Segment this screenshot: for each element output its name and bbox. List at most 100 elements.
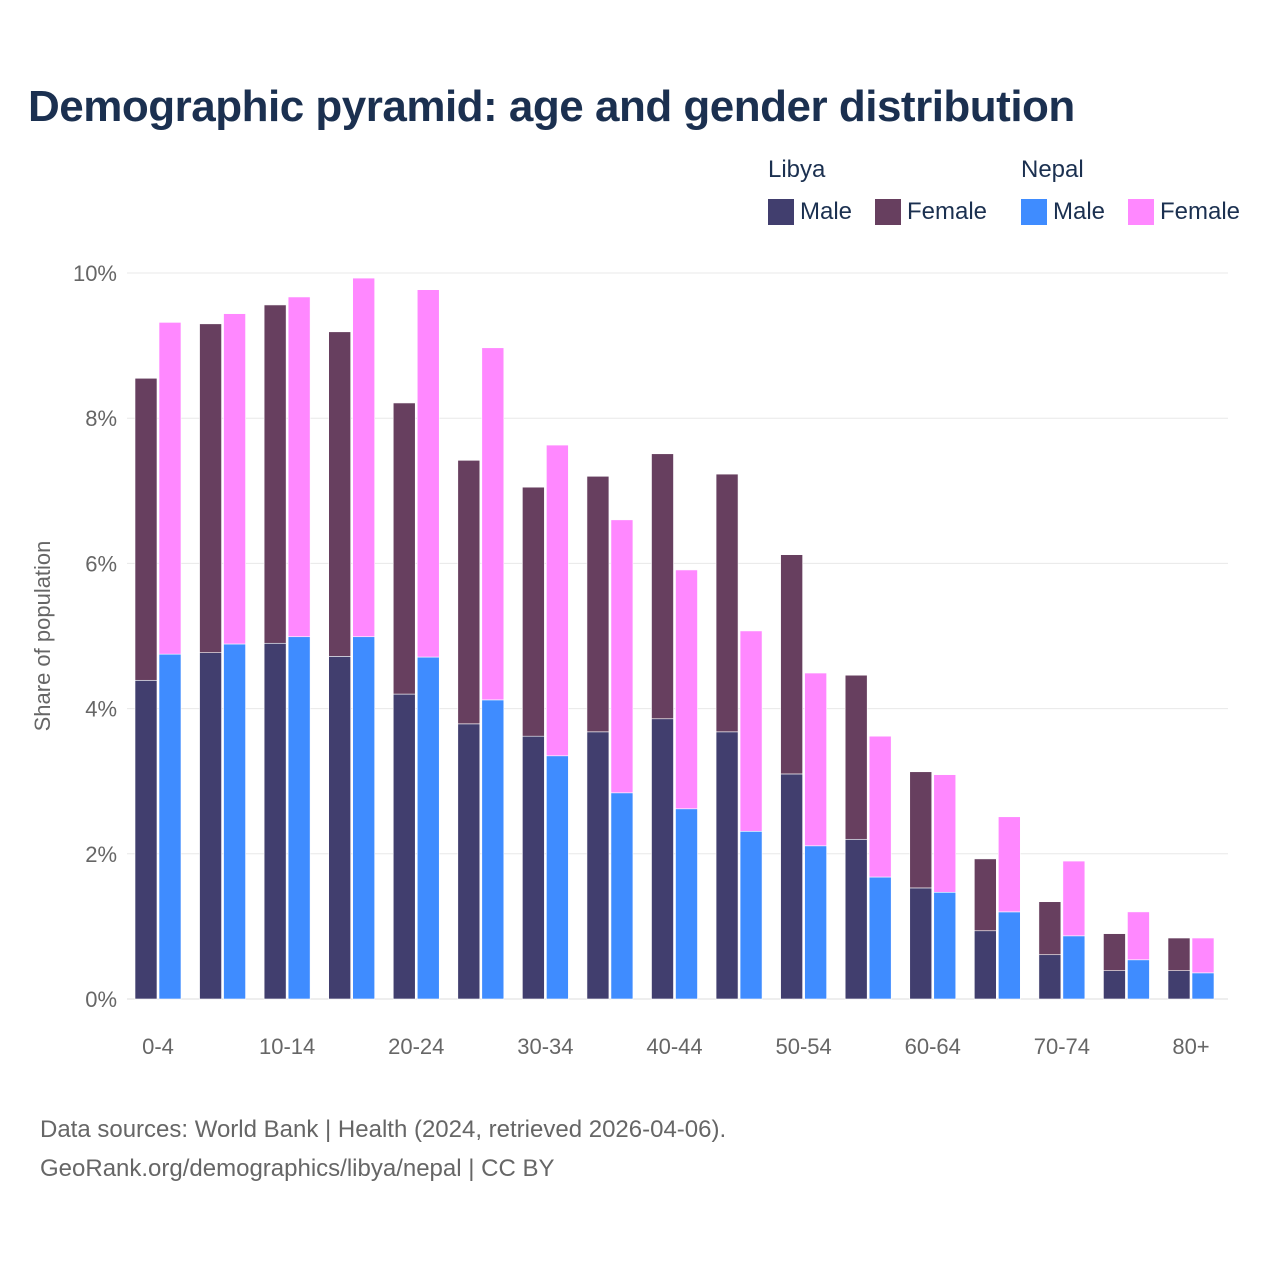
bar-nepal-male	[610, 792, 634, 1000]
bar-libya-male	[715, 731, 739, 1000]
bar-libya-female	[909, 771, 933, 889]
bar-nepal-male	[804, 845, 827, 1000]
legend-libya-female: Female	[875, 198, 987, 226]
bar-libya-female	[844, 674, 868, 840]
bar-nepal-female	[739, 630, 763, 832]
bar-nepal-female	[287, 296, 311, 638]
x-tick-label: 80+	[1172, 1034, 1209, 1059]
bar-libya-male	[199, 652, 222, 1000]
bar-libya-female	[522, 486, 545, 737]
bar-nepal-female	[1062, 860, 1086, 937]
legend-nepal-female: Female	[1128, 198, 1240, 226]
bar-nepal-male	[158, 653, 182, 1000]
legend-swatch	[1021, 199, 1047, 225]
bar-libya-male	[1038, 954, 1062, 1000]
bar-libya-male	[1103, 970, 1126, 1000]
bar-libya-male	[780, 773, 803, 1000]
bar-nepal-male	[868, 876, 892, 1000]
legend-label: Male	[800, 198, 853, 225]
bar-libya-female	[134, 377, 158, 681]
y-tick-label: 4%	[85, 697, 117, 722]
legend-swatch	[875, 199, 901, 225]
bar-nepal-male	[481, 699, 505, 1000]
footer-credit: GeoRank.org/demographics/libya/nepal | C…	[40, 1155, 555, 1182]
legend-label: Female	[907, 198, 988, 225]
bar-nepal-male	[416, 656, 440, 1000]
bar-libya-male	[974, 930, 997, 1000]
legend-libya-male: Male	[768, 198, 852, 226]
bar-nepal-female	[352, 277, 375, 638]
y-tick-label: 8%	[85, 406, 117, 431]
bar-libya-male	[522, 735, 545, 1000]
bar-nepal-male	[998, 911, 1021, 1000]
bar-libya-female	[328, 331, 351, 657]
bar-libya-male	[586, 731, 610, 1000]
bar-libya-female	[392, 402, 416, 695]
x-tick-label: 10-14	[259, 1034, 315, 1059]
x-tick-label: 40-44	[646, 1034, 702, 1059]
bar-nepal-female	[675, 569, 698, 810]
bar-libya-female	[263, 304, 287, 644]
bar-nepal-female	[1191, 937, 1215, 974]
bar-libya-female	[586, 475, 610, 733]
legend-swatch	[1128, 199, 1154, 225]
bar-nepal-female	[158, 322, 182, 655]
bar-nepal-male	[1191, 972, 1215, 1000]
y-tick-label: 10%	[73, 261, 117, 286]
x-tick-label: 60-64	[905, 1034, 961, 1059]
bar-nepal-male	[1062, 935, 1086, 1000]
bar-libya-female	[199, 323, 222, 653]
bar-libya-female	[715, 473, 739, 733]
bar-libya-female	[780, 554, 803, 775]
bar-nepal-male	[287, 636, 311, 1000]
bar-libya-male	[392, 693, 416, 1000]
bar-libya-male	[1167, 970, 1191, 1000]
bar-libya-female	[1103, 933, 1126, 971]
bar-nepal-female	[1127, 911, 1150, 961]
bar-nepal-female	[933, 774, 957, 893]
bar-nepal-male	[546, 755, 569, 1000]
legend-nepal-male: Male	[1021, 198, 1105, 226]
bar-nepal-female	[868, 735, 892, 878]
legend-group-nepal: Nepal	[1021, 156, 1084, 183]
bar-nepal-female	[998, 816, 1021, 913]
bar-nepal-female	[223, 313, 246, 645]
x-tick-label: 20-24	[388, 1034, 444, 1059]
bar-nepal-male	[352, 636, 375, 1000]
x-tick-label: 70-74	[1034, 1034, 1090, 1059]
legend-group-libya: Libya	[768, 156, 826, 183]
x-tick-label: 50-54	[775, 1034, 831, 1059]
chart-title: Demographic pyramid: age and gender dist…	[28, 82, 1075, 131]
bar-nepal-female	[481, 347, 505, 701]
bar-libya-male	[328, 656, 351, 1000]
bar-libya-female	[1167, 937, 1191, 971]
y-axis-label: Share of population	[30, 541, 55, 732]
x-tick-label: 30-34	[517, 1034, 573, 1059]
bar-libya-male	[134, 679, 158, 1000]
bar-libya-male	[457, 723, 481, 1000]
legend-label: Male	[1053, 198, 1106, 225]
bar-libya-male	[651, 718, 674, 1000]
bar-nepal-female	[804, 672, 827, 847]
bar-nepal-male	[739, 830, 763, 1000]
footer-sources: Data sources: World Bank | Health (2024,…	[40, 1116, 727, 1143]
bar-nepal-male	[1127, 959, 1150, 1000]
bar-libya-female	[651, 453, 674, 720]
bar-nepal-male	[223, 643, 246, 1000]
bar-nepal-female	[416, 289, 440, 658]
bar-nepal-female	[546, 444, 569, 757]
bar-nepal-male	[933, 891, 957, 1000]
legend-label: Female	[1160, 198, 1241, 225]
bar-libya-male	[263, 642, 287, 1000]
bar-libya-male	[844, 838, 868, 1000]
bar-libya-female	[974, 858, 997, 932]
y-tick-label: 6%	[85, 551, 117, 576]
bar-nepal-female	[610, 519, 634, 794]
y-tick-label: 2%	[85, 842, 117, 867]
bar-nepal-male	[675, 808, 698, 1000]
y-tick-label: 0%	[85, 987, 117, 1012]
x-tick-label: 0-4	[142, 1034, 174, 1059]
legend-swatch	[768, 199, 794, 225]
bar-libya-female	[457, 460, 481, 725]
